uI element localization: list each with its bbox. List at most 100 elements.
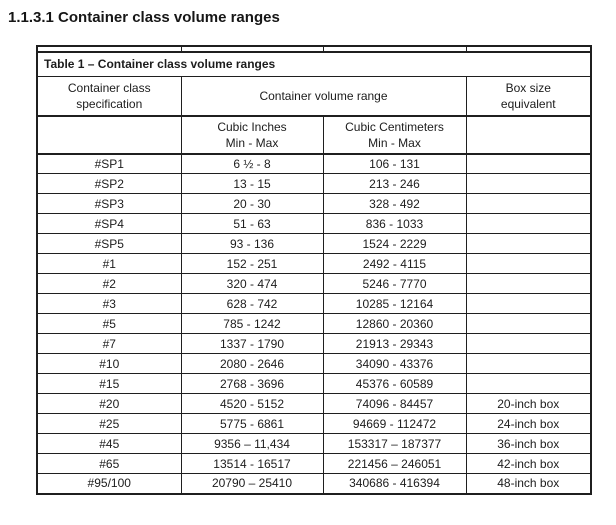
container-class-cell: #5 xyxy=(36,313,182,334)
table-row: #SP4 51 - 63 836 - 1033 xyxy=(36,213,592,234)
table-row: #95/100 20790 – 25410 340686 - 416394 48-in… xyxy=(36,473,592,494)
cubic-inches-cell: 20 - 30 xyxy=(180,193,324,214)
cubic-centimeters-cell: 836 - 1033 xyxy=(322,213,467,234)
table-head-row: Container class specification Container … xyxy=(36,76,592,117)
box-size-cell: 42-inch box xyxy=(465,453,592,474)
cubic-inches-cell: 785 - 1242 xyxy=(180,313,324,334)
cubic-centimeters-cell: 45376 - 60589 xyxy=(322,373,467,394)
container-class-cell: #2 xyxy=(36,273,182,294)
container-class-cell: #7 xyxy=(36,333,182,354)
cubic-centimeters-cell: 213 - 246 xyxy=(322,173,467,194)
container-class-cell: #25 xyxy=(36,413,182,434)
container-class-cell: #65 xyxy=(36,453,182,474)
cubic-centimeters-cell: 106 - 131 xyxy=(322,153,467,174)
container-class-cell: #15 xyxy=(36,373,182,394)
table-row: #10 2080 - 2646 34090 - 43376 xyxy=(36,353,592,374)
cubic-centimeters-cell: 153317 – 187377 xyxy=(322,433,467,454)
table-top-strip xyxy=(36,45,592,53)
container-class-cell: #SP2 xyxy=(36,173,182,194)
container-volume-table: Table 1 – Container class volume ranges … xyxy=(36,45,592,495)
cubic-centimeters-cell: 74096 - 84457 xyxy=(322,393,467,414)
table-row: #SP1 6 ½ - 8 106 - 131 xyxy=(36,153,592,174)
cubic-centimeters-cell: 94669 - 112472 xyxy=(322,413,467,434)
cubic-inches-cell: 1337 - 1790 xyxy=(180,333,324,354)
cubic-inches-cell: 2768 - 3696 xyxy=(180,373,324,394)
box-size-cell xyxy=(465,373,592,394)
box-size-cell xyxy=(465,153,592,174)
box-size-cell xyxy=(465,333,592,354)
table-header: Table 1 – Container class volume ranges … xyxy=(36,45,592,155)
box-size-cell xyxy=(465,213,592,234)
container-class-cell: #45 xyxy=(36,433,182,454)
section-heading: 1.1.3.1 Container class volume ranges xyxy=(8,9,280,26)
table-row: #45 9356 – 11,434 153317 – 187377 36-inch b… xyxy=(36,433,592,454)
box-size-cell xyxy=(465,313,592,334)
table-title: Table 1 – Container class volume ranges xyxy=(36,51,592,77)
container-class-cell: #3 xyxy=(36,293,182,314)
table-row: #20 4520 - 5152 74096 - 84457 20-inch box xyxy=(36,393,592,414)
container-class-cell: #10 xyxy=(36,353,182,374)
cubic-centimeters-cell: 5246 - 7770 xyxy=(322,273,467,294)
table-row: #15 2768 - 3696 45376 - 60589 xyxy=(36,373,592,394)
cubic-inches-cell: 20790 – 25410 xyxy=(180,473,324,494)
container-class-cell: #SP3 xyxy=(36,193,182,214)
header-line: Cubic Centimeters xyxy=(345,119,444,134)
cubic-inches-cell: 93 - 136 xyxy=(180,233,324,254)
table-body: #SP1 6 ½ - 8 106 - 131 #SP2 13 - 15 213 - 246… xyxy=(36,153,592,494)
cubic-inches-cell: 13514 - 16517 xyxy=(180,453,324,474)
header-volume-range: Container volume range xyxy=(180,76,467,117)
container-class-cell: #SP4 xyxy=(36,213,182,234)
container-class-cell: #95/100 xyxy=(36,473,182,494)
cubic-inches-cell: 2080 - 2646 xyxy=(180,353,324,374)
container-class-cell: #1 xyxy=(36,253,182,274)
box-size-cell: 48-inch box xyxy=(465,473,592,494)
header-line: specification xyxy=(76,96,143,111)
box-size-cell: 20-inch box xyxy=(465,393,592,414)
box-size-cell xyxy=(465,273,592,294)
container-class-cell: #SP5 xyxy=(36,233,182,254)
table-title-row: Table 1 – Container class volume ranges xyxy=(36,51,592,77)
table-row: #SP2 13 - 15 213 - 246 xyxy=(36,173,592,194)
subheader-empty-left xyxy=(36,115,182,155)
container-class-cell: #20 xyxy=(36,393,182,414)
header-line: Min - Max xyxy=(368,135,421,150)
table-row: #2 320 - 474 5246 - 7770 xyxy=(36,273,592,294)
table-row: #3 628 - 742 10285 - 12164 xyxy=(36,293,592,314)
header-line: Box size xyxy=(505,80,551,95)
table-subhead-row: Cubic Inches Min - Max Cubic Centimeters… xyxy=(36,115,592,155)
box-size-cell xyxy=(465,353,592,374)
cubic-centimeters-cell: 328 - 492 xyxy=(322,193,467,214)
box-size-cell: 36-inch box xyxy=(465,433,592,454)
table-row: #1 152 - 251 2492 - 4115 xyxy=(36,253,592,274)
header-cubic-centimeters: Cubic Centimeters Min - Max xyxy=(322,115,467,155)
box-size-cell xyxy=(465,233,592,254)
table-row: #SP3 20 - 30 328 - 492 xyxy=(36,193,592,214)
header-line: Min - Max xyxy=(225,135,279,150)
box-size-cell xyxy=(465,293,592,314)
cubic-inches-cell: 5775 - 6861 xyxy=(180,413,324,434)
table-row: #7 1337 - 1790 21913 - 29343 xyxy=(36,333,592,354)
box-size-cell xyxy=(465,193,592,214)
box-size-cell xyxy=(465,253,592,274)
table-row: #25 5775 - 6861 94669 - 112472 24-inch box xyxy=(36,413,592,434)
cubic-inches-cell: 51 - 63 xyxy=(180,213,324,234)
cubic-centimeters-cell: 1524 - 2229 xyxy=(322,233,467,254)
cubic-centimeters-cell: 12860 - 20360 xyxy=(322,313,467,334)
header-container-class: Container class specification xyxy=(36,76,182,117)
table-row: #65 13514 - 16517 221456 – 246051 42-inch b… xyxy=(36,453,592,474)
cubic-centimeters-cell: 21913 - 29343 xyxy=(322,333,467,354)
cubic-inches-cell: 320 - 474 xyxy=(180,273,324,294)
cubic-centimeters-cell: 221456 – 246051 xyxy=(322,453,467,474)
cubic-inches-cell: 6 ½ - 8 xyxy=(180,153,324,174)
cubic-inches-cell: 628 - 742 xyxy=(180,293,324,314)
cubic-inches-cell: 152 - 251 xyxy=(180,253,324,274)
subheader-empty-right xyxy=(465,115,592,155)
header-line: Container class xyxy=(67,80,151,95)
cubic-inches-cell: 13 - 15 xyxy=(180,173,324,194)
header-cubic-inches: Cubic Inches Min - Max xyxy=(180,115,324,155)
box-size-cell xyxy=(465,173,592,194)
table-row: #5 785 - 1242 12860 - 20360 xyxy=(36,313,592,334)
strip-cell xyxy=(465,45,592,53)
box-size-cell: 24-inch box xyxy=(465,413,592,434)
